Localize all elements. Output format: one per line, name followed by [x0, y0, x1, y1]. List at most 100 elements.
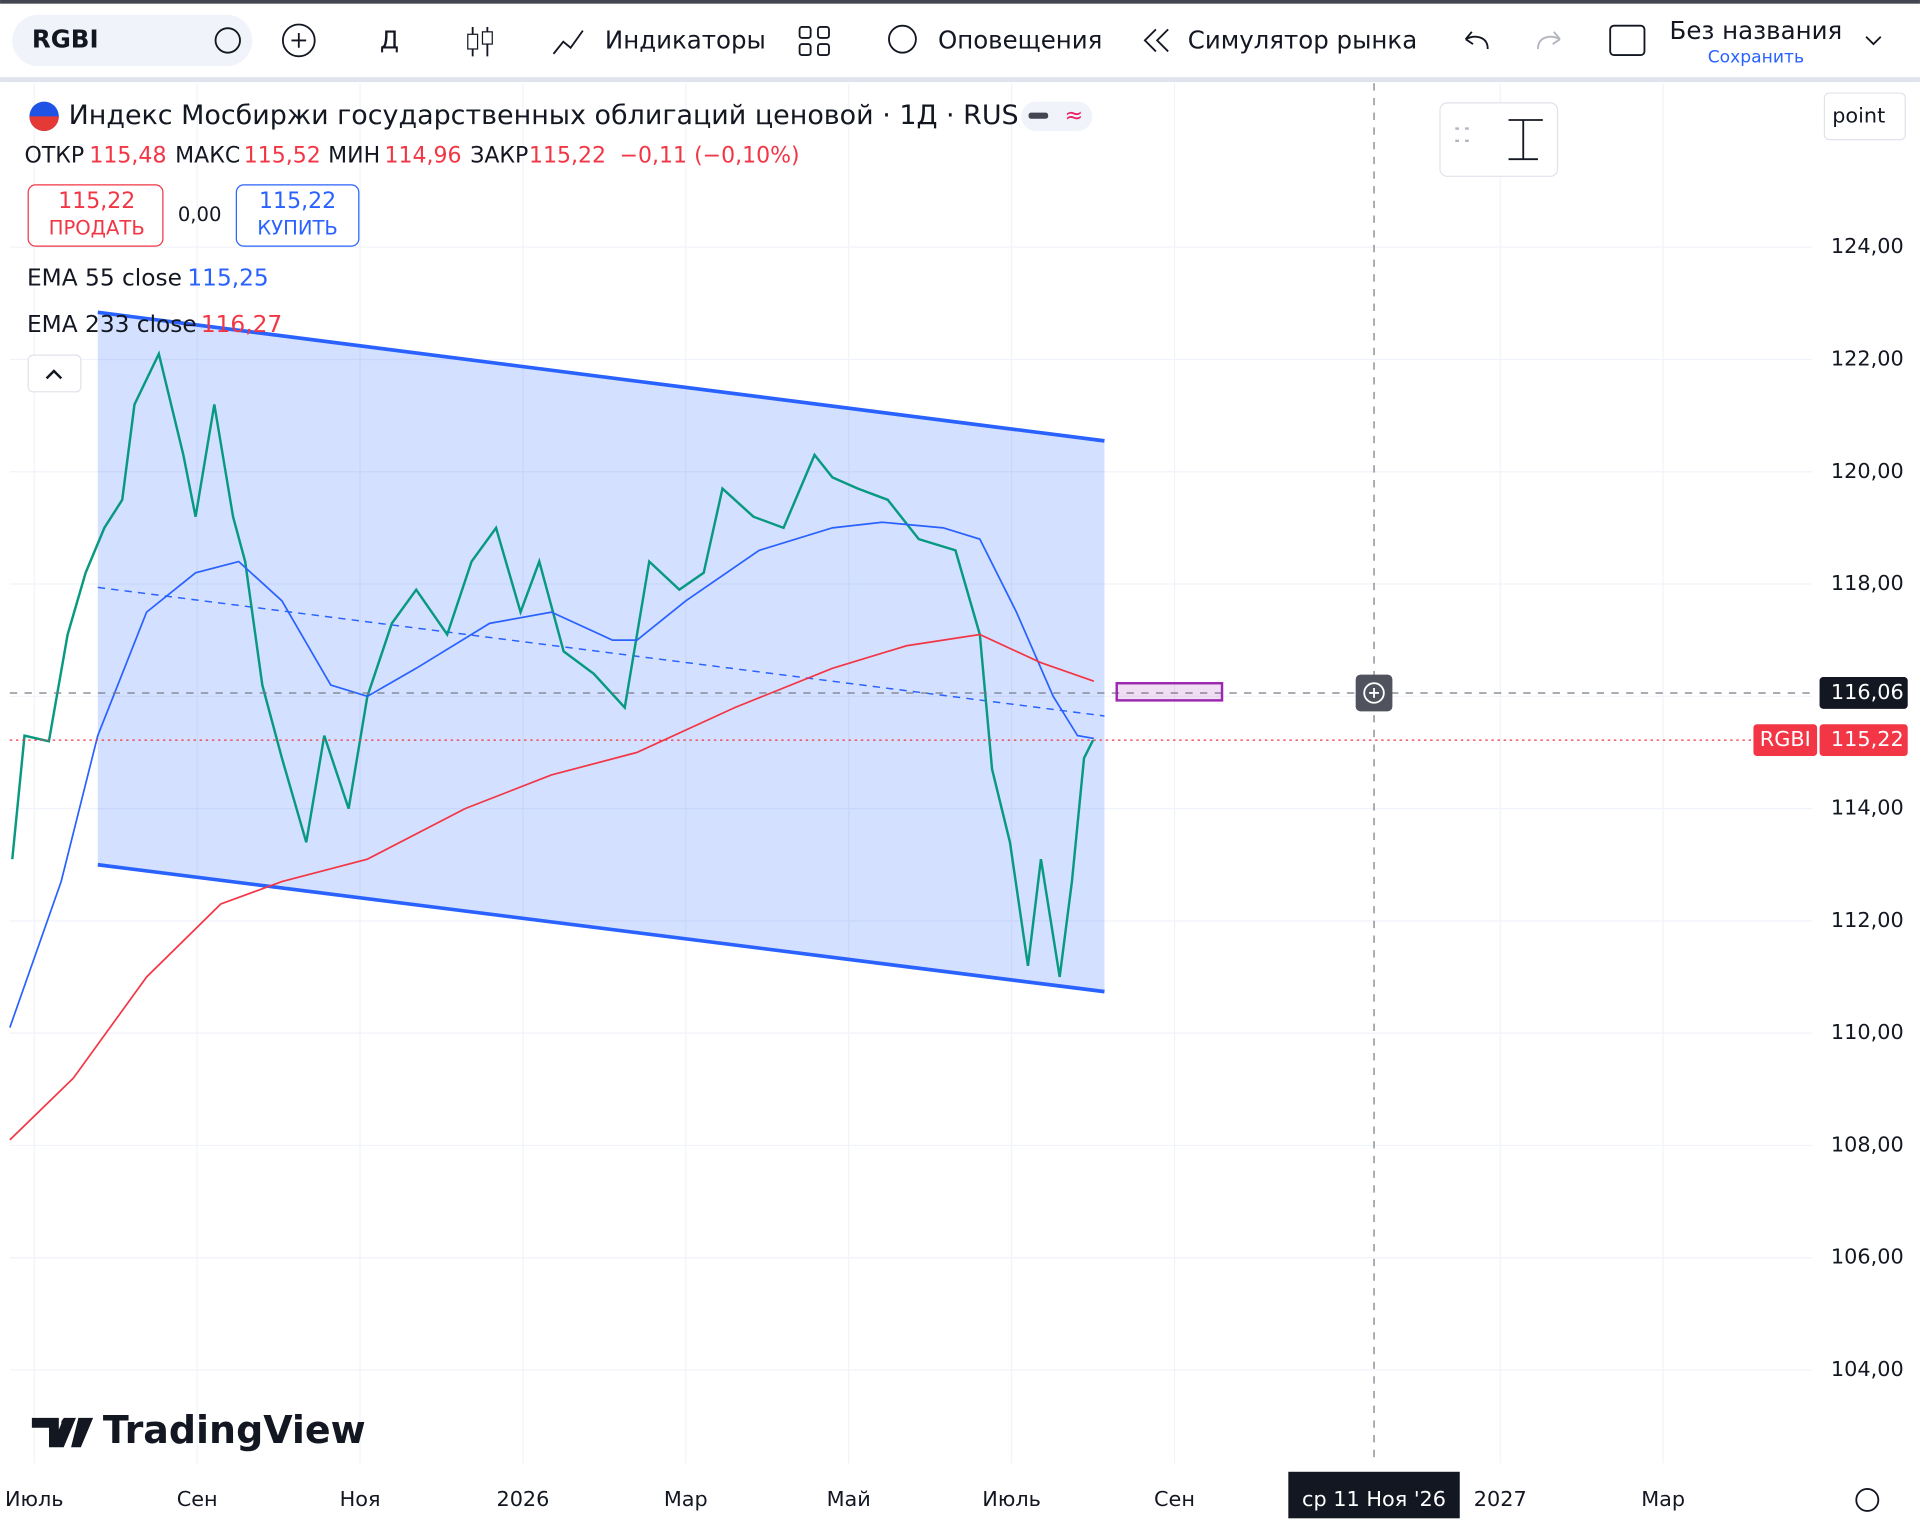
- x-tick-label: Мар: [1641, 1487, 1685, 1511]
- y-tick-label: 122,00: [1831, 346, 1904, 370]
- separator: [0, 77, 1920, 83]
- watermark: TradingView: [103, 1408, 366, 1452]
- symbol-tag: [1753, 724, 1818, 757]
- logo: [61, 1417, 72, 1428]
- price-axis: [1812, 83, 1920, 1525]
- channel-upper: [97, 310, 1105, 443]
- toolbar: RGBI Д Индикаторы Оповещения Симулятор р…: [0, 14, 1920, 83]
- layout-button[interactable]: [1609, 24, 1646, 57]
- templates-button[interactable]: [798, 26, 830, 57]
- top-border: [0, 0, 1920, 4]
- y-tick-label: 114,00: [1831, 796, 1904, 820]
- change-value: −0,11 (−0,10%): [620, 144, 800, 169]
- plot: 124,00122,00120,00118,00116,00114,00112,…: [5, 83, 1920, 1525]
- redo-button[interactable]: [1537, 31, 1561, 50]
- spread: 0,00: [178, 203, 222, 226]
- symbol-search[interactable]: [12, 14, 253, 67]
- y-tick-label: 110,00: [1831, 1020, 1904, 1044]
- sell-button[interactable]: [27, 184, 164, 247]
- indicator-value: 115,25: [187, 265, 268, 292]
- x-tick-label: Мар: [664, 1487, 708, 1511]
- symbol-tag-label: RGBI: [1760, 727, 1811, 751]
- buy-label: КУПИТЬ: [257, 216, 338, 239]
- y-tick-label: 106,00: [1831, 1245, 1904, 1269]
- crosshair-date-tag: [1288, 1471, 1460, 1519]
- high-value: 115,52: [244, 144, 321, 169]
- low-label: МИН: [328, 144, 380, 169]
- buy-price: 115,22: [259, 189, 336, 214]
- icon: [291, 33, 307, 48]
- x-tick-label: Сен: [177, 1487, 218, 1511]
- indicator-value: 116,27: [201, 311, 282, 338]
- drag-handle[interactable]: [1455, 127, 1469, 143]
- x-tick-label: Июль: [982, 1487, 1041, 1511]
- floating-toolbar: [1439, 102, 1559, 177]
- icon: [1143, 28, 1169, 53]
- sell-price: 115,22: [58, 189, 135, 214]
- icon: [214, 27, 241, 54]
- indicator-name: EMA 233 close: [27, 311, 197, 338]
- legend: Индекс Мосбиржи государственных облигаци…: [25, 100, 1093, 393]
- low-value: 114,96: [385, 144, 462, 169]
- symbol: RGBI: [32, 24, 99, 53]
- replay-button[interactable]: Симулятор рынка: [1188, 26, 1417, 55]
- close-label: ЗАКР: [470, 144, 528, 169]
- y-tick-label: 124,00: [1831, 234, 1904, 258]
- icon: [45, 369, 63, 380]
- layout-name[interactable]: Без названия: [1670, 16, 1843, 45]
- drawing-rectangle[interactable]: [1115, 682, 1224, 702]
- logo: [71, 1417, 94, 1448]
- last-price-label: 115,22: [1831, 727, 1904, 751]
- x-tick-label: Май: [827, 1487, 871, 1511]
- x-tick-label: 2026: [496, 1487, 549, 1511]
- icon: ≈: [1065, 103, 1083, 128]
- add-symbol-button[interactable]: [281, 23, 316, 58]
- series-line: [9, 633, 1095, 1141]
- icon: [552, 30, 584, 55]
- x-tick-label: Ноя: [340, 1487, 381, 1511]
- open-value: 115,48: [89, 144, 166, 169]
- channel-lower: [97, 862, 1105, 994]
- indicator-name: EMA 55 close: [27, 265, 182, 292]
- buy-button[interactable]: [235, 184, 360, 247]
- x-tick-label: Сен: [1154, 1487, 1195, 1511]
- scale-mode: point: [1832, 103, 1885, 127]
- dropdown[interactable]: [1865, 36, 1882, 46]
- scale-mode-button[interactable]: [1823, 92, 1906, 141]
- y-tick-label: 108,00: [1831, 1132, 1904, 1156]
- settings-button[interactable]: [1855, 1488, 1880, 1512]
- open-label: ОТКР: [25, 144, 85, 169]
- series-line: [11, 350, 1095, 978]
- legend-title: Индекс Мосбиржи государственных облигаци…: [69, 100, 1019, 131]
- x-tick-label: 2027: [1474, 1487, 1527, 1511]
- alerts-button[interactable]: Оповещения: [938, 26, 1102, 55]
- indicators-button[interactable]: Индикаторы: [605, 26, 766, 55]
- y-tick-label: 118,00: [1831, 571, 1904, 595]
- save-button[interactable]: Сохранить: [1708, 48, 1804, 68]
- crosshair-date-label: ср 11 Ноя '26: [1302, 1487, 1446, 1511]
- interval-button[interactable]: Д: [380, 26, 399, 55]
- channel-fill: [97, 312, 1105, 992]
- last-price-tag: [1819, 724, 1908, 757]
- drawing-tool-button[interactable]: [1508, 119, 1543, 161]
- status-pill: [1021, 101, 1093, 132]
- icon: [1369, 688, 1379, 698]
- y-tick-label: 112,00: [1831, 908, 1904, 932]
- y-tick-label: 120,00: [1831, 459, 1904, 483]
- sell-label: ПРОДАТЬ: [49, 216, 145, 239]
- icon: [481, 31, 493, 45]
- flag: [29, 116, 59, 132]
- x-tick-label: Июль: [5, 1487, 64, 1511]
- icon: [467, 33, 479, 50]
- icon: [888, 24, 917, 54]
- undo-button[interactable]: [1464, 31, 1489, 50]
- icon: [1028, 112, 1049, 119]
- crosshair-price-label: 116,06: [1831, 680, 1904, 704]
- high-label: МАКС: [175, 144, 240, 169]
- y-tick-label: 104,00: [1831, 1357, 1904, 1381]
- collapse-button[interactable]: [27, 354, 82, 393]
- crosshair-price-tag: [1819, 677, 1908, 709]
- series-line: [9, 521, 1094, 1028]
